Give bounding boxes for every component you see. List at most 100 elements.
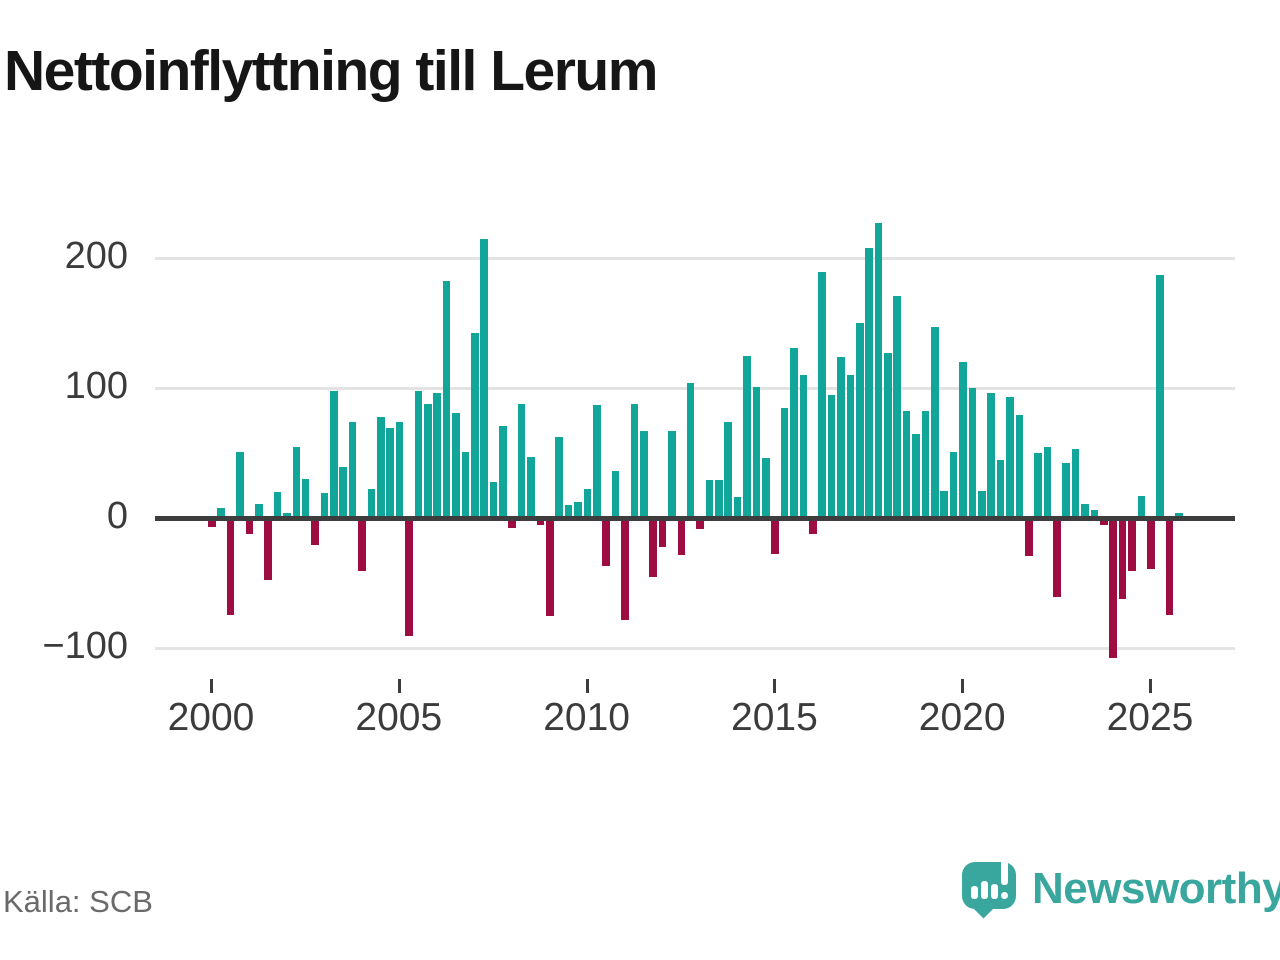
bar — [442, 281, 451, 518]
bar — [724, 421, 733, 518]
bar — [236, 451, 244, 518]
x-tick-mark — [961, 679, 965, 693]
bar — [902, 411, 911, 518]
bar — [273, 492, 282, 518]
bar — [733, 497, 742, 518]
bar — [414, 390, 423, 518]
bar — [940, 490, 948, 518]
bar — [658, 520, 667, 548]
bar — [846, 375, 855, 518]
plot-area: 2000 2005 2010 2015 2020 2025 — [155, 190, 1235, 739]
x-tick-label: 2005 — [355, 696, 443, 739]
source-text: Källa: SCB — [3, 884, 153, 919]
bar — [968, 388, 977, 518]
bar — [283, 512, 291, 518]
bar — [395, 421, 404, 518]
bar — [790, 347, 798, 518]
bar — [1109, 520, 1118, 658]
bar — [686, 382, 695, 518]
bar — [808, 520, 817, 535]
bar — [461, 451, 470, 518]
bar — [583, 489, 592, 518]
bar — [837, 356, 845, 518]
gridline-100 — [155, 387, 1235, 390]
bar — [959, 362, 967, 518]
bar — [452, 412, 460, 518]
bar — [1062, 463, 1071, 518]
bar — [499, 425, 507, 518]
bar — [1100, 520, 1108, 526]
bar — [977, 490, 986, 518]
bar — [301, 479, 310, 518]
bar — [480, 238, 488, 518]
bar — [949, 451, 958, 518]
bar — [517, 403, 526, 518]
bar — [884, 352, 892, 518]
bar — [649, 520, 657, 578]
bar — [320, 493, 329, 518]
bar — [367, 489, 376, 518]
page-title: Nettoinflyttning till Lerum — [4, 39, 658, 103]
bar — [1165, 520, 1174, 615]
brand-name: Newsworthy — [1032, 864, 1280, 913]
bar — [602, 520, 610, 566]
bar — [705, 480, 714, 518]
bar — [555, 437, 564, 518]
bar — [592, 404, 601, 518]
bar — [208, 520, 216, 527]
bar — [386, 428, 394, 518]
bar — [630, 403, 639, 518]
bar — [743, 355, 751, 518]
bar — [377, 416, 385, 518]
bar — [226, 520, 235, 615]
bar — [330, 390, 338, 518]
bar — [1024, 520, 1033, 557]
x-tick-label: 2020 — [918, 696, 1006, 739]
bar — [921, 411, 930, 518]
bar — [1053, 520, 1061, 597]
bar — [489, 481, 498, 518]
bar — [405, 520, 413, 636]
bar — [621, 520, 629, 621]
bar — [1071, 449, 1080, 518]
x-tick-mark — [773, 679, 777, 693]
bar — [668, 430, 676, 518]
bar — [245, 520, 254, 535]
x-tick-label: 2025 — [1106, 696, 1194, 739]
bar — [677, 520, 686, 556]
bar — [254, 503, 263, 518]
newsworthy-logo: Newsworthy — [962, 858, 1280, 926]
bar — [536, 520, 545, 526]
bar — [348, 421, 357, 518]
bar — [1090, 510, 1099, 518]
zero-axis-line — [155, 516, 1235, 521]
y-tick-label: 100 — [64, 365, 128, 407]
x-tick-mark — [210, 679, 213, 693]
bar — [827, 394, 836, 518]
bar — [987, 393, 995, 518]
bar — [1175, 512, 1183, 518]
bar — [1043, 446, 1052, 518]
x-tick-label: 2000 — [167, 696, 255, 739]
gridline-200 — [155, 257, 1235, 260]
y-tick-label: 200 — [64, 235, 128, 277]
bar — [546, 520, 554, 617]
bar — [264, 520, 272, 580]
bar — [358, 520, 366, 571]
bar — [1137, 495, 1146, 518]
bar — [996, 459, 1005, 518]
bar — [780, 407, 789, 518]
gridline--100 — [155, 647, 1235, 650]
bar — [912, 433, 920, 518]
x-tick-label: 2010 — [543, 696, 630, 739]
bar — [1147, 520, 1155, 570]
bar — [1015, 415, 1024, 518]
bar — [893, 295, 902, 518]
x-tick-mark — [397, 679, 401, 693]
bar — [818, 272, 826, 518]
bar — [423, 403, 432, 518]
x-tick-mark — [1149, 679, 1152, 693]
bar — [311, 520, 319, 545]
bar — [865, 247, 873, 518]
bar — [292, 446, 301, 518]
